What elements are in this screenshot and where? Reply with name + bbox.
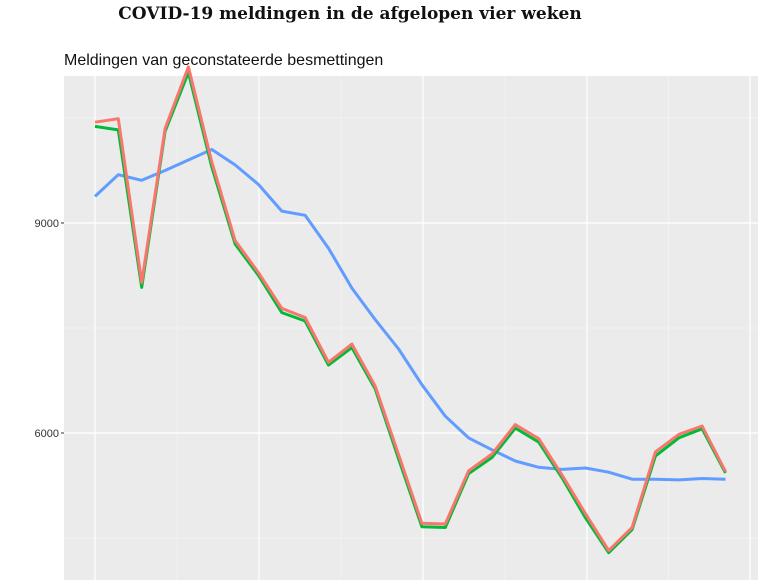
y-axis: 6000 9000 xyxy=(35,218,64,440)
chart-title: COVID-19 meldingen in de afgelopen vier … xyxy=(118,4,582,24)
series-lines xyxy=(93,65,727,555)
series-line-3 xyxy=(94,65,727,553)
y-tick-label: 6000 xyxy=(35,428,59,440)
grid-minor xyxy=(64,76,758,580)
chart-subtitle: Meldingen van geconstateerde besmettinge… xyxy=(64,52,384,69)
series-line-1 xyxy=(93,148,726,482)
y-tick-label: 9000 xyxy=(35,218,59,230)
grid-major xyxy=(64,76,758,580)
